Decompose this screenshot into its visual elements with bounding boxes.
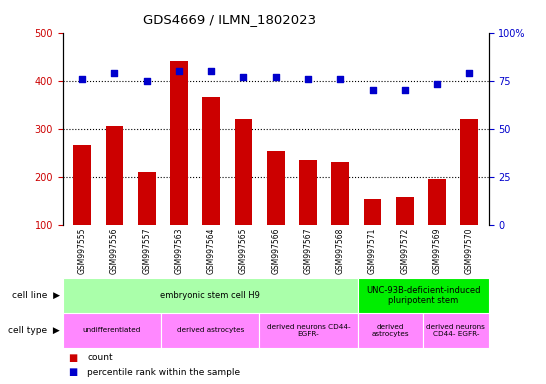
Bar [138, 172, 156, 273]
Point [271, 74, 280, 80]
Text: GDS4669 / ILMN_1802023: GDS4669 / ILMN_1802023 [143, 13, 316, 26]
Bar [428, 179, 446, 273]
Text: GSM997570: GSM997570 [465, 227, 474, 274]
Bar [105, 126, 123, 273]
Text: derived
astrocytes: derived astrocytes [372, 324, 409, 337]
Point [78, 76, 86, 82]
Point [368, 87, 377, 93]
Bar [203, 98, 220, 273]
Bar [331, 162, 349, 273]
Bar [423, 313, 489, 348]
Text: undifferentiated: undifferentiated [83, 327, 141, 333]
Text: derived neurons
CD44- EGFR-: derived neurons CD44- EGFR- [426, 324, 485, 337]
Bar [267, 151, 284, 273]
Bar [364, 199, 382, 273]
Bar [358, 313, 423, 348]
Text: GSM997564: GSM997564 [207, 227, 216, 274]
Text: derived neurons CD44-
EGFR-: derived neurons CD44- EGFR- [266, 324, 351, 337]
Text: GSM997555: GSM997555 [78, 227, 87, 274]
Point [304, 76, 312, 82]
Bar [259, 313, 358, 348]
Point [207, 68, 216, 74]
Bar [235, 119, 252, 273]
Point [432, 81, 441, 88]
Point [465, 70, 474, 76]
Text: GSM997567: GSM997567 [304, 227, 312, 274]
Point [336, 76, 345, 82]
Text: GSM997571: GSM997571 [368, 227, 377, 274]
Text: UNC-93B-deficient-induced
pluripotent stem: UNC-93B-deficient-induced pluripotent st… [366, 286, 480, 305]
Text: cell type  ▶: cell type ▶ [8, 326, 60, 335]
Text: cell line  ▶: cell line ▶ [12, 291, 60, 300]
Text: GSM997557: GSM997557 [142, 227, 151, 274]
Bar [63, 278, 358, 313]
Point [239, 74, 248, 80]
Bar [73, 146, 91, 273]
Text: derived astrocytes: derived astrocytes [176, 327, 244, 333]
Bar [396, 197, 414, 273]
Bar [63, 313, 161, 348]
Bar [161, 313, 259, 348]
Text: ■: ■ [68, 367, 78, 377]
Point [110, 70, 119, 76]
Bar [170, 61, 188, 273]
Bar [460, 119, 478, 273]
Text: GSM997569: GSM997569 [432, 227, 442, 274]
Text: GSM997572: GSM997572 [400, 227, 410, 274]
Point [175, 68, 183, 74]
Bar [358, 278, 489, 313]
Text: ■: ■ [68, 353, 78, 363]
Text: GSM997568: GSM997568 [336, 227, 345, 274]
Text: count: count [87, 353, 113, 362]
Text: GSM997563: GSM997563 [174, 227, 183, 274]
Bar [299, 160, 317, 273]
Point [143, 78, 151, 84]
Point [400, 87, 409, 93]
Text: GSM997566: GSM997566 [271, 227, 280, 274]
Text: GSM997556: GSM997556 [110, 227, 119, 274]
Text: percentile rank within the sample: percentile rank within the sample [87, 368, 240, 377]
Text: GSM997565: GSM997565 [239, 227, 248, 274]
Text: embryonic stem cell H9: embryonic stem cell H9 [161, 291, 260, 300]
